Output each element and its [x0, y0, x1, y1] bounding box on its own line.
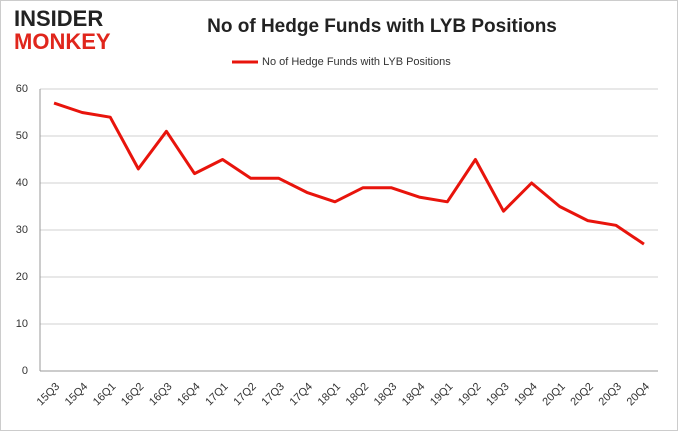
- y-tick-label: 50: [16, 130, 28, 142]
- x-tick-label: 19Q1: [428, 381, 456, 409]
- logo-line1: INSIDER: [14, 6, 103, 31]
- x-tick-label: 18Q4: [400, 381, 428, 409]
- y-tick-label: 20: [16, 271, 28, 283]
- x-tick-label: 20Q1: [540, 381, 568, 409]
- y-tick-label: 60: [16, 83, 28, 95]
- x-tick-label: 19Q2: [456, 381, 484, 409]
- x-tick-label: 17Q4: [288, 381, 316, 409]
- x-tick-label: 18Q3: [372, 381, 400, 409]
- x-tick-label: 15Q4: [63, 381, 91, 409]
- x-tick-label: 17Q2: [231, 381, 259, 409]
- x-tick-label: 16Q2: [119, 381, 147, 409]
- y-tick-label: 40: [16, 177, 28, 189]
- x-tick-label: 20Q2: [568, 381, 596, 409]
- y-tick-label: 0: [22, 365, 28, 377]
- x-tick-label: 16Q1: [91, 381, 119, 409]
- x-tick-label: 19Q4: [512, 381, 540, 409]
- x-tick-label: 18Q2: [344, 381, 372, 409]
- legend-label: No of Hedge Funds with LYB Positions: [262, 56, 451, 68]
- x-tick-label: 15Q3: [35, 381, 63, 409]
- x-tick-label: 17Q1: [203, 381, 231, 409]
- x-tick-label: 16Q4: [175, 381, 203, 409]
- x-tick-label: 16Q3: [147, 381, 175, 409]
- y-tick-label: 30: [16, 224, 28, 236]
- x-tick-label: 19Q3: [484, 381, 512, 409]
- x-tick-label: 17Q3: [259, 381, 287, 409]
- x-tick-label: 18Q1: [316, 381, 344, 409]
- y-tick-label: 10: [16, 318, 28, 330]
- series-line: [53, 101, 645, 246]
- chart-title: No of Hedge Funds with LYB Positions: [207, 16, 557, 37]
- x-tick-label: 20Q3: [597, 381, 625, 409]
- x-tick-label: 20Q4: [625, 381, 653, 409]
- logo-line2: MONKEY: [14, 29, 111, 54]
